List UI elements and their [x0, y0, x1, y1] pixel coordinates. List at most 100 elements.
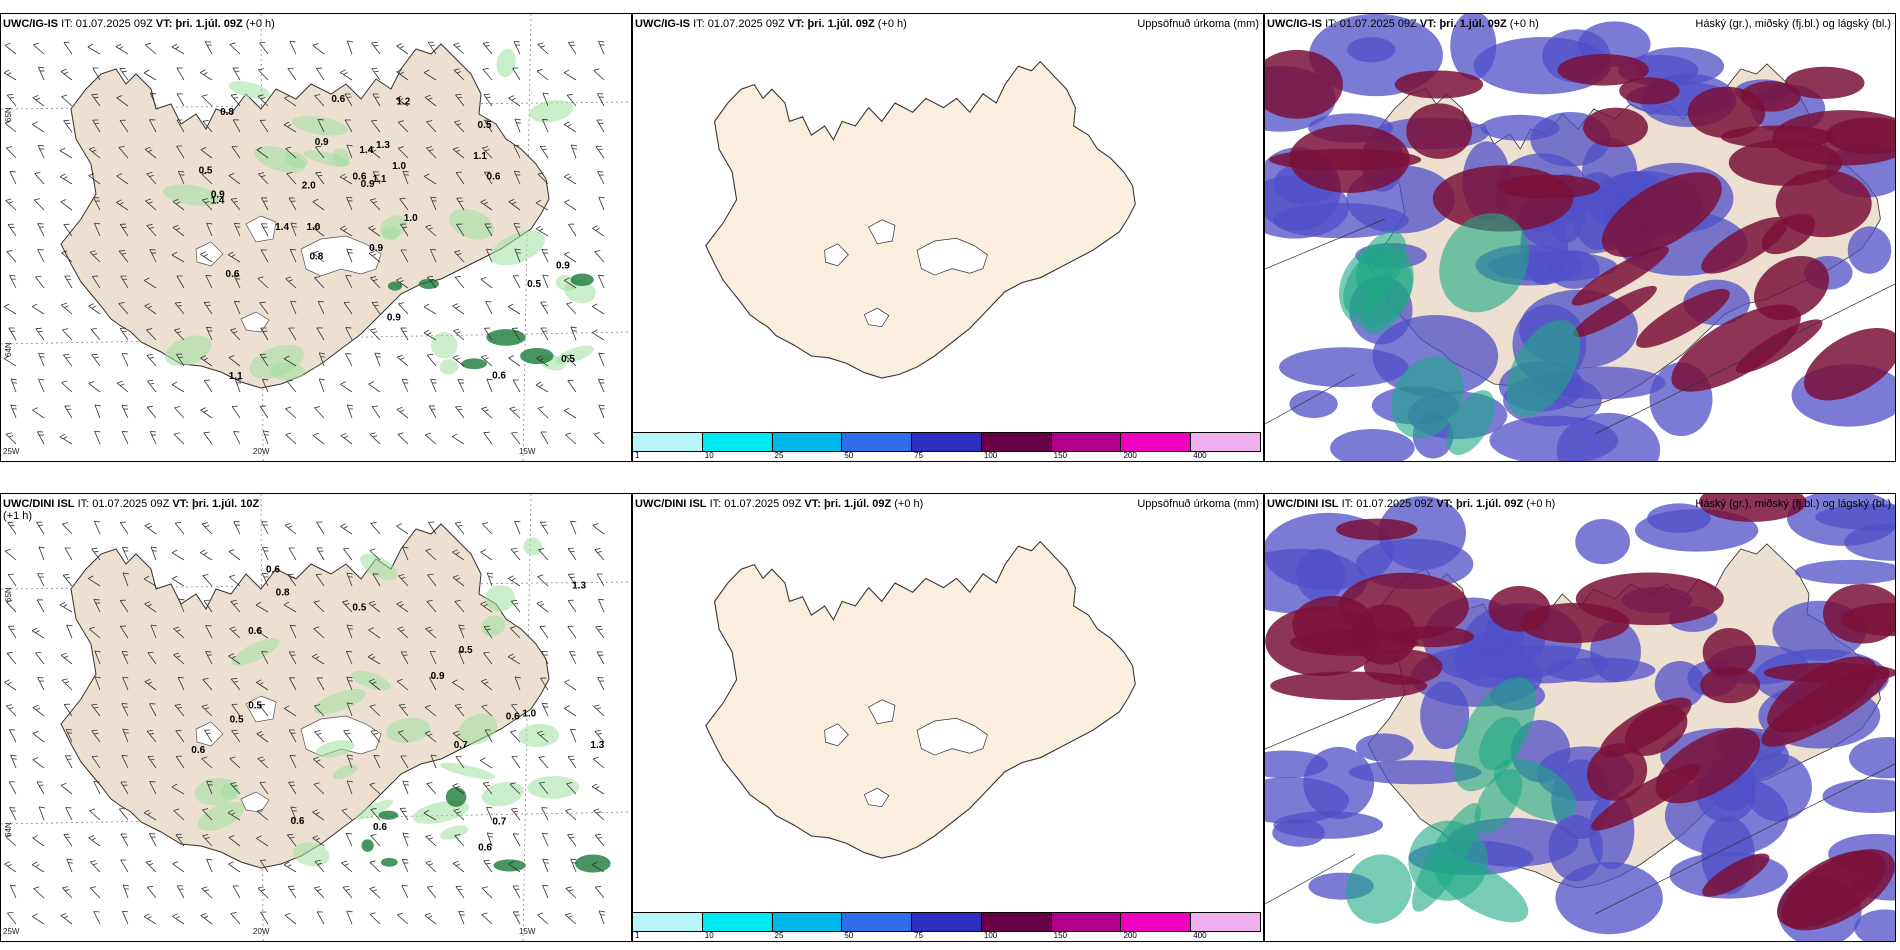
colorbar-tick-label: 50	[844, 451, 854, 460]
colorbar-tick-label: 10	[704, 451, 714, 460]
precip-value-label: 2.0	[302, 181, 316, 192]
precip-value-label: 0.9	[211, 189, 225, 200]
colorbar-swatch	[1191, 913, 1262, 931]
colorbar-tick-label: 25	[774, 451, 784, 460]
colorbar-tick-label: 10	[704, 931, 714, 940]
panel-cloud-cover-dini: UWC/DINI ISL IT: 01.07.2025 09Z VT: þri.…	[1264, 493, 1896, 942]
precip-colorbar	[633, 432, 1262, 452]
precip-value-label: 0.6	[352, 172, 366, 183]
colorbar-tick-label: 400	[1193, 451, 1207, 460]
precip-value-label: 0.8	[276, 587, 290, 598]
colorbar-tick-label: 75	[914, 931, 924, 940]
colorbar-swatch	[1051, 913, 1122, 931]
colorbar-tick-label: 150	[1053, 451, 1068, 460]
precip-value-label: 0.6	[492, 370, 506, 381]
precip-value-label: 0.6	[506, 711, 520, 722]
precip-map	[705, 540, 1136, 859]
colorbar-swatch	[912, 913, 982, 931]
precip-value-label: 0.5	[230, 714, 244, 725]
panel-title: UWC/DINI ISL IT: 01.07.2025 09Z VT: þri.…	[635, 498, 924, 510]
precip-value-label: 0.7	[492, 817, 506, 828]
colorbar-tick-label: 1	[635, 931, 640, 940]
precip-value-label: 0.8	[220, 107, 234, 118]
precip-value-label: 0.9	[369, 243, 383, 254]
precip-value-label: 0.6	[226, 269, 240, 280]
precip-value-label: 0.6	[478, 843, 492, 854]
colorbar-swatch	[912, 433, 982, 451]
panel-accumulated-precip-dini: UWC/DINI ISL IT: 01.07.2025 09Z VT: þri.…	[632, 493, 1264, 942]
precip-value-label: 1.1	[373, 174, 387, 185]
colorbar-swatch	[1051, 433, 1122, 451]
panel-variable-label: Háský (gr.), miðský (fj.bl.) og lágský (…	[1695, 498, 1891, 510]
precip-value-label: 0.6	[291, 816, 305, 827]
precip-value-label: 0.7	[454, 740, 468, 751]
precip-value-label: 1.2	[396, 97, 410, 108]
axis-label: 25W	[3, 447, 20, 456]
colorbar-tick-label: 25	[774, 931, 784, 940]
colorbar-tick-label: 75	[914, 451, 924, 460]
panel-title: UWC/IG-IS IT: 01.07.2025 09Z VT: þri. 1.…	[635, 18, 907, 30]
colorbar-tick-label: 200	[1123, 931, 1137, 940]
precip-value-label: 0.5	[248, 701, 262, 712]
precip-value-label: 0.6	[266, 564, 280, 575]
precip-value-label: 0.8	[309, 251, 323, 262]
wind-precip-map: 65N 64N 25W 20W 15W 0.6 0.5 0.8 0.9 0.5 0.7 0.6 0.5 1…	[1, 494, 631, 941]
panel-variable-label: Uppsöfnuð úrkoma (mm)	[1137, 498, 1259, 510]
precip-value-label: 0.5	[199, 165, 213, 176]
precip-value-label: 1.1	[229, 371, 243, 382]
precip-value-label: 1.3	[376, 140, 390, 151]
colorbar-swatch	[981, 913, 1052, 931]
precip-value-label: 1.0	[404, 213, 418, 224]
panel-title: UWC/IG-IS IT: 01.07.2025 09Z VT: þri. 1.…	[1267, 18, 1539, 30]
panel-title: UWC/IG-IS IT: 01.07.2025 09Z VT: þri. 1.…	[3, 18, 275, 30]
precip-value-label: 0.5	[478, 120, 492, 131]
colorbar-swatch	[981, 433, 1052, 451]
panel-variable-label: Uppsöfnuð úrkoma (mm)	[1137, 18, 1259, 30]
cloud-cover-map	[1265, 14, 1895, 461]
colorbar-swatch	[772, 433, 843, 451]
colorbar-tick-label: 100	[983, 931, 998, 940]
axis-label: 15W	[519, 927, 536, 936]
axis-label: 20W	[253, 447, 270, 456]
cloud-cover-map	[1265, 494, 1895, 941]
colorbar-swatch	[702, 433, 773, 451]
colorbar-swatch	[633, 913, 703, 931]
axis-label: 64N	[4, 342, 13, 357]
colorbar-swatch	[842, 913, 913, 931]
precip-value-label: 1.4	[275, 222, 289, 233]
precip-value-label: 1.0	[522, 708, 536, 719]
colorbar-swatch	[702, 913, 773, 931]
precip-value-label: 1.4	[359, 145, 373, 156]
precip-map	[705, 60, 1136, 379]
colorbar-tick-label: 200	[1123, 451, 1137, 460]
precip-value-label: 0.5	[459, 645, 473, 656]
axis-label: 64N	[4, 822, 13, 837]
panel-cloud-cover-igis: UWC/IG-IS IT: 01.07.2025 09Z VT: þri. 1.…	[1264, 13, 1896, 462]
precip-value-label: 0.6	[191, 745, 205, 756]
precip-value-label: 0.9	[431, 671, 445, 682]
precip-value-label: 1.3	[572, 581, 586, 592]
panel-title: UWC/DINI ISL IT: 01.07.2025 09Z VT: þri.…	[1267, 498, 1556, 510]
axis-label: 65N	[4, 587, 13, 602]
panel-wind-precip-dini: UWC/DINI ISL IT: 01.07.2025 09Z VT: þri.…	[0, 493, 632, 942]
axis-label: 20W	[253, 927, 270, 936]
colorbar-tick-label: 400	[1193, 931, 1207, 940]
precip-value-label: 0.9	[556, 260, 570, 271]
precip-value-label: 0.5	[561, 354, 575, 365]
colorbar-ticks: 1 10 25 50 75 100 150 200 400	[633, 931, 1261, 941]
precip-value-label: 0.6	[248, 626, 262, 637]
panel-variable-label: Háský (gr.), miðský (fj.bl.) og lágský (…	[1695, 18, 1891, 30]
precip-value-label: 0.5	[527, 279, 541, 290]
precip-colorbar	[633, 912, 1262, 932]
precip-value-label: 0.9	[387, 313, 401, 324]
colorbar-swatch	[633, 433, 703, 451]
precip-value-label: 0.6	[331, 94, 345, 105]
panel-accumulated-precip-igis: UWC/IG-IS IT: 01.07.2025 09Z VT: þri. 1.…	[632, 13, 1264, 462]
colorbar-tick-label: 1	[635, 451, 640, 460]
precip-value-label: 0.9	[361, 179, 375, 190]
precip-value-label: 1.4	[211, 195, 225, 206]
precip-value-label: 0.6	[487, 171, 501, 182]
colorbar-swatch	[1121, 913, 1192, 931]
colorbar-swatch	[842, 433, 913, 451]
